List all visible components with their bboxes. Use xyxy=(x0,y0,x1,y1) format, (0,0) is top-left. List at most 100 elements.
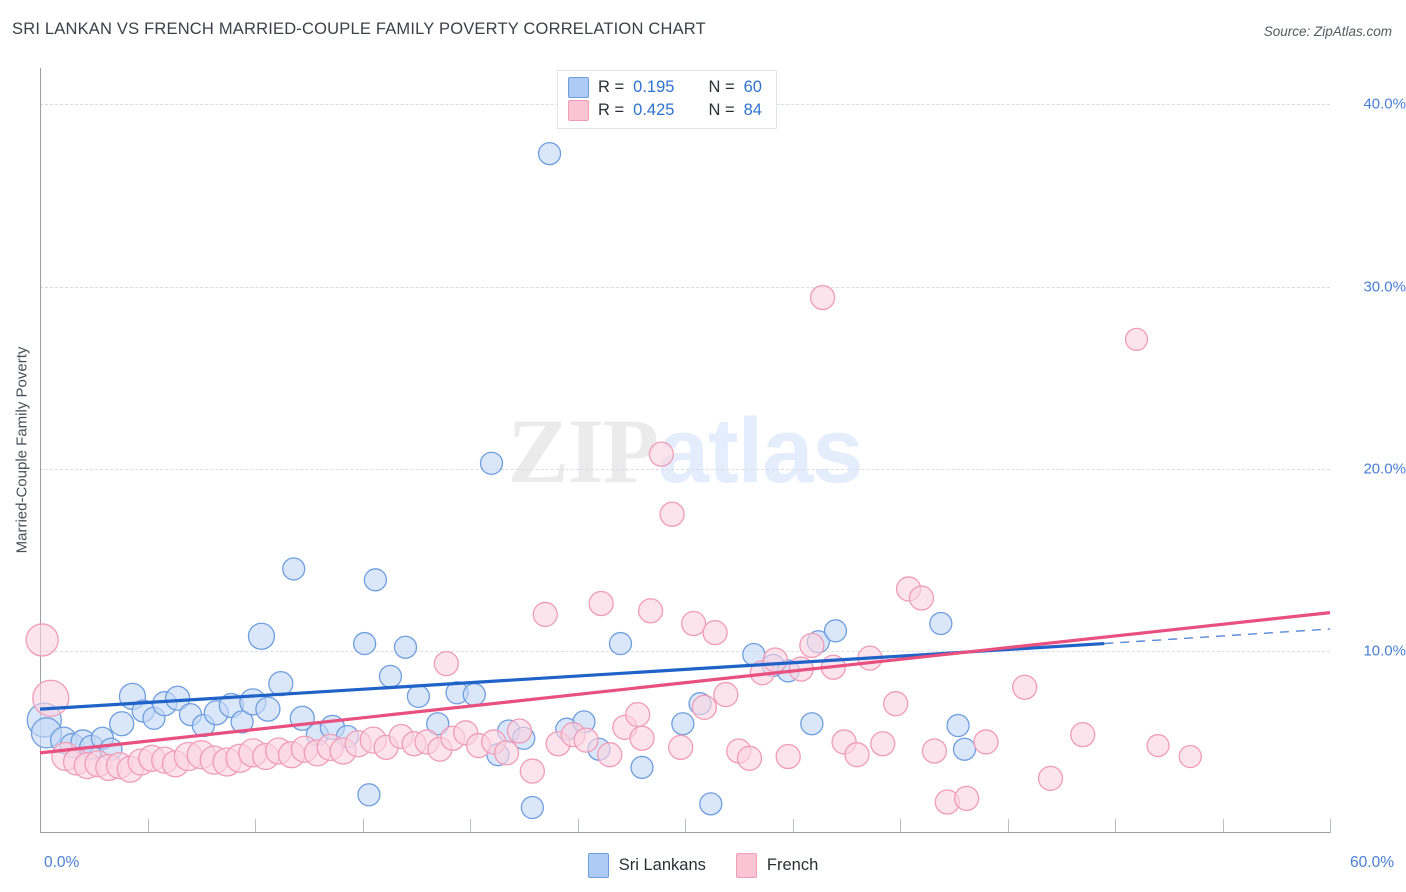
scatter-point[interactable] xyxy=(1070,721,1096,748)
scatter-point[interactable] xyxy=(946,713,970,738)
scatter-point[interactable] xyxy=(588,590,614,617)
scatter-point[interactable] xyxy=(809,284,836,311)
scatter-point[interactable] xyxy=(800,712,824,736)
scatter-point[interactable] xyxy=(659,501,685,527)
x-axis-line xyxy=(40,832,1330,833)
y-axis-line xyxy=(40,68,41,833)
scatter-point[interactable] xyxy=(282,557,306,581)
legend-item-french[interactable]: French xyxy=(735,853,819,878)
scatter-point[interactable] xyxy=(1012,674,1038,700)
scatter-point[interactable] xyxy=(109,711,135,737)
scatter-point[interactable] xyxy=(479,451,504,475)
scatter-point[interactable] xyxy=(929,611,953,636)
legend-n-value: 84 xyxy=(743,101,762,119)
trendline-sri-lankans xyxy=(39,641,1105,711)
scatter-point[interactable] xyxy=(532,601,558,628)
scatter-point[interactable] xyxy=(629,725,655,751)
scatter-point[interactable] xyxy=(883,691,909,717)
x-axis-tick xyxy=(1330,819,1331,833)
scatter-point[interactable] xyxy=(823,619,848,643)
scatter-point[interactable] xyxy=(1037,765,1064,792)
scatter-point[interactable] xyxy=(506,718,533,744)
legend-r-value: 0.425 xyxy=(633,101,675,119)
legend-label-sri-lankans: Sri Lankans xyxy=(618,856,706,874)
scatter-point[interactable] xyxy=(164,685,191,711)
scatter-point[interactable] xyxy=(537,141,562,166)
scatter-point[interactable] xyxy=(230,710,254,734)
series-legend: Sri Lankans French xyxy=(0,853,1406,878)
scatter-point[interactable] xyxy=(352,631,377,656)
scatter-point[interactable] xyxy=(671,712,695,736)
x-axis-tick xyxy=(577,819,579,833)
scatter-point[interactable] xyxy=(393,635,418,659)
y-axis-tick-label: 20.0% xyxy=(1363,460,1406,478)
scatter-point[interactable] xyxy=(426,712,450,736)
scatter-point[interactable] xyxy=(255,696,281,722)
scatter-point[interactable] xyxy=(247,622,276,650)
legend-row: R = 0.195 N = 60 xyxy=(568,77,762,98)
x-axis-tick xyxy=(147,819,149,833)
scatter-point[interactable] xyxy=(713,681,739,708)
legend-swatch-french xyxy=(568,100,589,121)
scatter-point[interactable] xyxy=(973,729,999,755)
trendline-extension-dashed xyxy=(1104,628,1331,645)
legend-swatch-sri-lankans-icon xyxy=(587,853,609,878)
scatter-point[interactable] xyxy=(702,619,728,646)
scatter-point[interactable] xyxy=(921,738,948,764)
x-axis-tick xyxy=(470,819,471,833)
scatter-point[interactable] xyxy=(519,758,546,784)
scatter-point[interactable] xyxy=(597,742,623,768)
scatter-point[interactable] xyxy=(573,727,599,753)
scatter-point[interactable] xyxy=(648,441,674,467)
trendline-french xyxy=(39,611,1331,755)
scatter-point[interactable] xyxy=(680,610,707,637)
plot-area: ZIPatlas 10.0% 20.0% 30.0% 40.0% xyxy=(25,68,1406,833)
y-axis-tick-label: 40.0% xyxy=(1363,95,1406,113)
gridline xyxy=(40,286,1330,288)
scatter-point[interactable] xyxy=(25,623,59,657)
legend-swatch-french-icon xyxy=(735,853,757,878)
x-axis-tick xyxy=(1222,819,1224,833)
scatter-point[interactable] xyxy=(1178,744,1202,769)
scatter-point[interactable] xyxy=(699,792,723,816)
x-axis-tick xyxy=(792,819,794,833)
scatter-point[interactable] xyxy=(775,743,801,770)
correlation-stats-legend: R = 0.195 N = 60 R = 0.425 N = 84 xyxy=(557,70,777,129)
scatter-point[interactable] xyxy=(363,568,388,592)
scatter-point[interactable] xyxy=(630,755,654,780)
scatter-point[interactable] xyxy=(844,742,870,768)
scatter-point[interactable] xyxy=(954,785,980,812)
trendlines-layer xyxy=(39,611,1331,755)
x-axis-tick xyxy=(685,819,686,833)
legend-r-value: 0.195 xyxy=(633,78,675,96)
scatter-point[interactable] xyxy=(668,734,694,761)
y-axis-title: Married-Couple Family Poverty xyxy=(13,346,31,554)
source-attribution: Source: ZipAtlas.com xyxy=(1263,24,1392,39)
scatter-point[interactable] xyxy=(637,598,664,624)
legend-label-french: French xyxy=(766,856,819,874)
legend-swatch-sri-lankans xyxy=(568,77,589,98)
x-axis-tick xyxy=(900,819,901,833)
scatter-point[interactable] xyxy=(1124,327,1149,352)
scatter-point[interactable] xyxy=(608,631,633,656)
legend-item-sri-lankans[interactable]: Sri Lankans xyxy=(587,853,706,878)
legend-n-label: N = xyxy=(708,101,735,119)
scatter-point[interactable] xyxy=(691,694,717,720)
gridline xyxy=(40,468,1330,470)
scatter-point[interactable] xyxy=(952,737,977,761)
scatter-point[interactable] xyxy=(1146,733,1170,758)
legend-n-label: N = xyxy=(708,78,735,96)
scatter-point[interactable] xyxy=(736,745,763,771)
scatter-point[interactable] xyxy=(493,740,520,766)
gridline xyxy=(40,650,1330,652)
scatter-points-layer xyxy=(25,141,1202,820)
scatter-point[interactable] xyxy=(520,795,545,820)
page-title: SRI LANKAN VS FRENCH MARRIED-COUPLE FAMI… xyxy=(12,20,706,38)
scatter-point[interactable] xyxy=(870,731,896,757)
scatter-point[interactable] xyxy=(799,632,825,659)
legend-n-value: 60 xyxy=(743,78,762,96)
x-axis-min-label: 0.0% xyxy=(44,854,80,871)
scatter-point[interactable] xyxy=(433,650,460,677)
scatter-point[interactable] xyxy=(357,783,381,807)
scatter-point[interactable] xyxy=(908,585,935,611)
